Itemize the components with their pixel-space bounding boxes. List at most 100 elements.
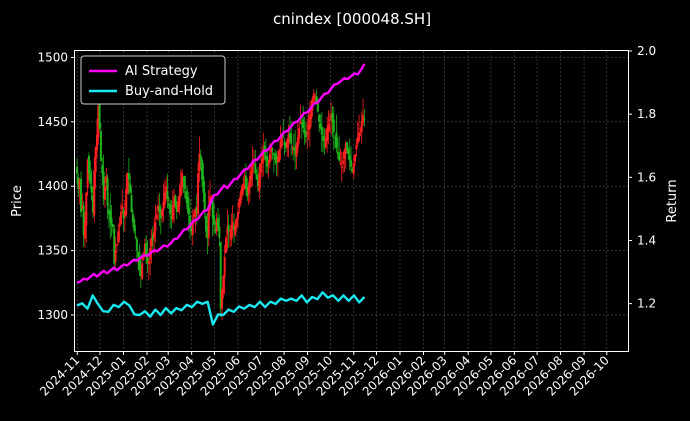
y-left-tick-label: 1500	[37, 50, 68, 64]
candle-body	[272, 152, 275, 156]
candle-body	[157, 205, 160, 210]
candle-body	[199, 155, 202, 161]
ai-strategy-line	[76, 63, 366, 284]
candle-body	[331, 113, 334, 122]
candle-body	[115, 244, 118, 246]
candle-body	[102, 171, 105, 200]
candle-body	[193, 214, 196, 218]
candle-body	[217, 218, 220, 228]
candle-body	[318, 115, 321, 122]
candle-body	[158, 206, 161, 212]
candle-body	[173, 196, 176, 208]
candle-body	[322, 135, 325, 142]
candle-body	[258, 173, 261, 192]
candle-body	[143, 244, 146, 257]
candle-body	[207, 205, 210, 239]
candle-body	[131, 213, 134, 223]
candlesticks	[76, 89, 366, 321]
candle-body	[236, 211, 239, 219]
candle-body	[91, 195, 94, 212]
candle-body	[205, 216, 208, 232]
candle-body	[332, 119, 335, 133]
candle-body	[338, 152, 341, 161]
candle-body	[171, 205, 174, 220]
candle-body	[235, 218, 238, 227]
candle-body	[342, 160, 345, 164]
candle-body	[238, 199, 241, 208]
candle-body	[93, 170, 96, 216]
candle-body	[320, 127, 323, 135]
candle-body	[274, 154, 277, 161]
candle-body	[110, 218, 113, 225]
candle-body	[97, 106, 100, 138]
candle-body	[278, 150, 281, 163]
candle-body	[147, 260, 150, 265]
candle-body	[302, 119, 305, 129]
candle-body	[201, 159, 204, 180]
candle-body	[215, 218, 218, 232]
candle-body	[308, 115, 311, 130]
candle-body	[107, 209, 110, 215]
y-right-tick-label: 2.0	[637, 44, 656, 58]
candle-body	[178, 196, 181, 207]
candle-body	[226, 227, 229, 235]
candle-body	[99, 131, 102, 161]
candle-body	[155, 214, 158, 219]
candle-body	[339, 163, 342, 165]
candle-body	[243, 179, 246, 181]
candle-body	[319, 123, 322, 129]
candle-body	[259, 163, 262, 173]
candle-body	[229, 235, 232, 237]
y-right-tick-label: 1.2	[637, 297, 656, 311]
candle-body	[139, 265, 142, 277]
candle-body	[343, 150, 346, 159]
candle-body	[291, 147, 294, 149]
candle-body	[195, 208, 198, 212]
candle-body	[105, 175, 108, 183]
candle-body	[83, 222, 86, 239]
y-left-tick-label: 1400	[37, 179, 68, 193]
candle-body	[304, 131, 307, 138]
candle-body	[352, 163, 355, 175]
candle-body	[303, 129, 306, 135]
candle-body	[203, 192, 206, 212]
candle-body	[89, 172, 92, 184]
candle-body	[214, 229, 217, 232]
candle-body	[287, 134, 290, 145]
candle-body	[348, 154, 351, 161]
candle-body	[227, 224, 230, 232]
candle-body	[182, 178, 185, 180]
candle-body	[312, 93, 315, 102]
candle-body	[191, 222, 194, 236]
candle-body	[327, 124, 330, 132]
candle-body	[262, 150, 265, 163]
candle-body	[141, 263, 144, 279]
candle-body	[76, 166, 78, 174]
candle-body	[122, 210, 125, 219]
candle-body	[211, 200, 214, 219]
candle-body	[145, 243, 148, 258]
candle-body	[165, 186, 168, 196]
legend-label-bh: Buy-and-Hold	[125, 84, 213, 99]
candle-body	[284, 143, 287, 148]
candle-body	[125, 188, 128, 215]
candle-body	[113, 228, 116, 264]
candle-body	[135, 238, 138, 251]
candle-body	[213, 215, 216, 225]
candle-body	[198, 154, 201, 172]
candle-body	[109, 210, 112, 223]
candle-body	[85, 192, 88, 226]
candle-body	[186, 196, 189, 210]
candle-body	[106, 178, 109, 206]
candle-body	[282, 136, 285, 138]
candle-body	[79, 178, 82, 212]
legend-label-ai: AI Strategy	[125, 64, 198, 79]
candle-body	[118, 224, 121, 227]
candle-body	[162, 201, 165, 210]
candle-body	[248, 175, 251, 187]
candle-body	[247, 186, 250, 194]
candle-body	[326, 128, 329, 142]
candle-body	[123, 211, 126, 217]
candle-body	[344, 143, 347, 154]
